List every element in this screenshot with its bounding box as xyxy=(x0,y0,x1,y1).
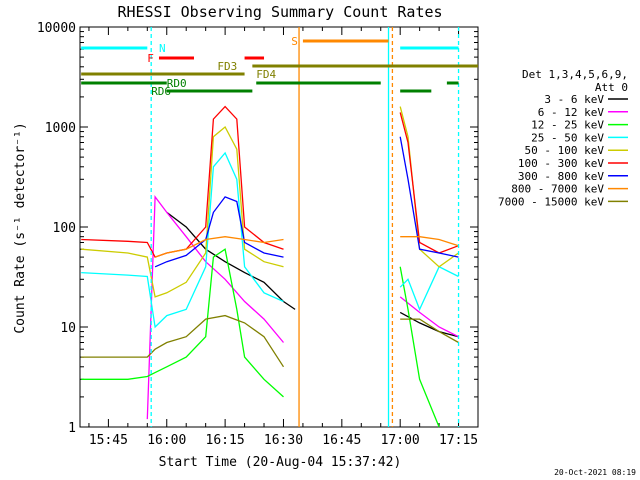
mode-label: RD6 xyxy=(151,85,171,98)
legend-label: 100 - 300 keV xyxy=(518,157,604,170)
x-tick-label: 17:15 xyxy=(439,433,478,448)
series-line-7 xyxy=(154,236,459,258)
legend-header: Det 1,3,4,5,6,9, xyxy=(522,68,628,81)
footer-timestamp: 20-Oct-2021 08:19 xyxy=(554,468,636,477)
y-tick-label: 10000 xyxy=(37,21,76,36)
legend-label: 7000 - 15000 keV xyxy=(498,195,604,208)
y-tick-label: 10 xyxy=(60,321,76,336)
mode-label: F xyxy=(147,52,154,65)
mode-label: FD3 xyxy=(217,60,237,73)
mode-label: RD0 xyxy=(167,77,187,90)
legend-label: 25 - 50 keV xyxy=(531,131,604,144)
series-line-1 xyxy=(146,195,459,420)
legend-label: 50 - 100 keV xyxy=(525,144,605,157)
y-tick-label: 1000 xyxy=(45,121,76,136)
series-line-6 xyxy=(154,136,459,268)
series-line-8 xyxy=(81,314,459,368)
y-axis-ticks: 1 10 100 1000 10000 xyxy=(37,21,478,436)
x-tick-label: 16:45 xyxy=(322,433,361,448)
chart-title: RHESSI Observing Summary Count Rates xyxy=(117,3,442,21)
legend-label: 300 - 800 keV xyxy=(518,170,604,183)
legend-header: Att 0 xyxy=(595,81,628,94)
series-line-2 xyxy=(81,248,440,428)
mode-label: S xyxy=(291,35,298,48)
y-tick-label: 1 xyxy=(68,421,76,436)
y-tick-label: 100 xyxy=(53,221,76,236)
x-tick-label: 16:30 xyxy=(264,433,303,448)
mode-label: N xyxy=(159,42,166,55)
mode-label: FD4 xyxy=(256,68,276,81)
legend-label: 800 - 7000 keV xyxy=(511,183,604,196)
x-axis-label: Start Time (20-Aug-04 15:37:42) xyxy=(159,455,402,470)
legend-label: 3 - 6 keV xyxy=(544,93,604,106)
y-axis-label: Count Rate (s⁻¹ detector⁻¹) xyxy=(13,122,28,333)
series-line-3 xyxy=(81,151,459,329)
x-tick-label: 15:45 xyxy=(89,433,128,448)
legend-label: 12 - 25 keV xyxy=(531,119,604,132)
x-tick-label: 16:15 xyxy=(206,433,245,448)
series-line-5 xyxy=(81,105,459,258)
legend-label: 6 - 12 keV xyxy=(538,106,605,119)
series-lines xyxy=(81,105,459,428)
x-tick-label: 16:00 xyxy=(147,433,186,448)
series-line-4 xyxy=(81,106,459,298)
x-tick-label: 17:00 xyxy=(381,433,420,448)
